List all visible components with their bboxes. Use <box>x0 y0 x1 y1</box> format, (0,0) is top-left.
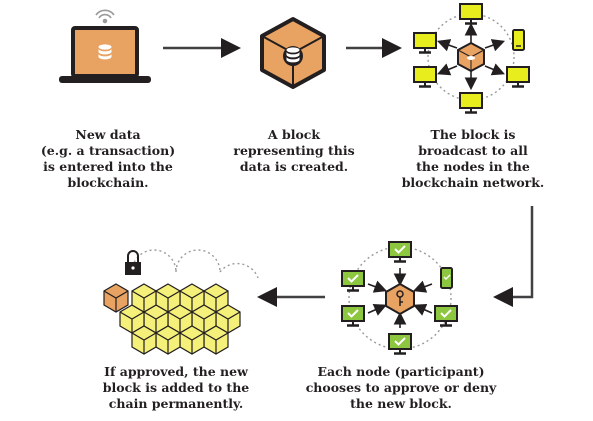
phone-icon <box>440 267 453 289</box>
monitor-icon <box>340 304 366 327</box>
step2-caption: A block representing this data is create… <box>233 127 355 174</box>
phone-icon <box>512 29 525 51</box>
chain-blocks <box>119 283 241 355</box>
arrow-icon <box>493 206 534 307</box>
monitor-icon <box>458 91 484 114</box>
step4-caption: Each node (participant) chooses to appro… <box>305 364 497 411</box>
database-icon <box>286 47 300 63</box>
monitor-icon <box>412 31 438 54</box>
broadcast-network <box>412 2 531 114</box>
monitor-icon <box>412 65 438 88</box>
monitor-icon <box>505 65 531 88</box>
monitor-icon <box>387 240 413 263</box>
database-icon <box>98 44 112 60</box>
key-icon <box>396 290 404 306</box>
lock-icon <box>125 250 141 275</box>
monitor-icon <box>458 2 484 25</box>
cube-icon <box>260 17 326 89</box>
wifi-icon <box>95 9 115 24</box>
approval-network <box>340 240 459 355</box>
laptop-icon <box>59 26 151 83</box>
monitor-icon <box>387 332 413 355</box>
monitor-icon <box>433 304 459 327</box>
new-block-icon <box>103 283 129 313</box>
blockchain-chain <box>103 249 259 355</box>
monitor-icon <box>340 269 366 292</box>
step1-caption: New data (e.g. a transaction) is entered… <box>40 127 176 190</box>
step3-caption: The block is broadcast to all the nodes … <box>401 127 545 190</box>
step5-caption: If approved, the new block is added to t… <box>102 364 250 411</box>
